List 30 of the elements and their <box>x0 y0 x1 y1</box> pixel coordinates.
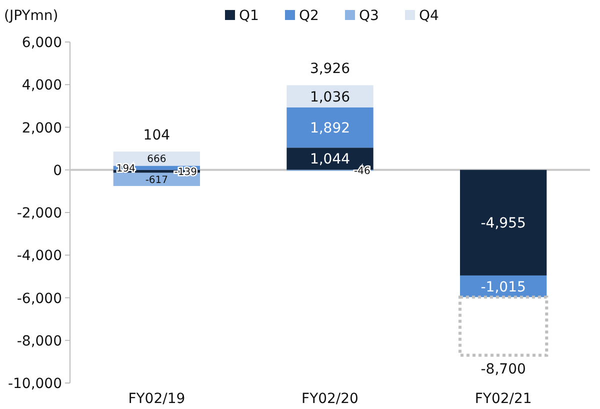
y-axis-title: (JPYmn) <box>4 8 58 24</box>
bar <box>286 85 374 108</box>
bar <box>460 170 547 276</box>
x-tick-label: FY02/21 <box>474 391 532 407</box>
y-tick-label: -6,000 <box>16 290 62 307</box>
data-label: 1,892 <box>310 120 350 136</box>
data-label: 1,044 <box>310 152 350 168</box>
data-label: -4,955 <box>480 216 526 232</box>
legend-label: Q1 <box>239 8 259 24</box>
total-label: 104 <box>143 128 170 144</box>
y-tick-label: 2,000 <box>22 120 62 136</box>
y-tick-label: -8,000 <box>16 333 62 350</box>
bar <box>286 107 374 148</box>
data-label: 1,036 <box>310 89 350 106</box>
y-tick-label: 0 <box>53 162 62 179</box>
x-tick-label: FY02/19 <box>128 391 186 407</box>
y-tick-label: -4,000 <box>16 248 62 264</box>
legend-label: Q2 <box>299 8 319 24</box>
legend-label: Q4 <box>419 8 440 24</box>
data-label: -1,015 <box>480 279 526 296</box>
total-label: -8,700 <box>480 361 526 378</box>
total-label: 3,926 <box>310 61 350 78</box>
y-tick-label: -10,000 <box>8 376 62 392</box>
legend-label: Q3 <box>359 8 379 24</box>
data-label: -617 <box>145 174 168 186</box>
y-tick-label: 4,000 <box>22 78 62 94</box>
data-label: 666 <box>147 154 166 166</box>
y-tick-label: -2,000 <box>16 206 62 222</box>
x-tick-label: FY02/20 <box>302 391 358 407</box>
y-tick-label: 6,000 <box>22 35 62 51</box>
